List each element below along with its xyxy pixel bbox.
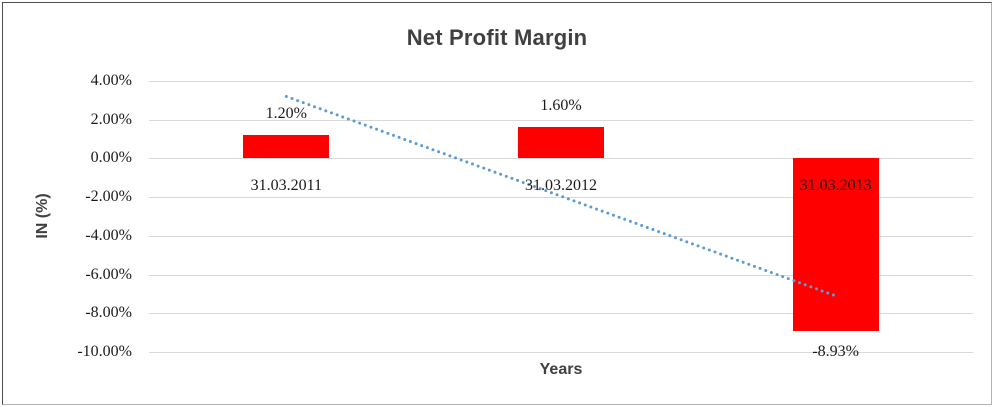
bar-0[interactable]	[243, 135, 330, 159]
y-tick-label: -4.00%	[85, 226, 132, 244]
x-category-label: 31.03.2012	[525, 177, 597, 195]
y-tick-label: -10.00%	[77, 343, 132, 360]
y-tick-label: 2.00%	[90, 110, 132, 128]
trendline[interactable]	[149, 81, 973, 352]
gridline	[149, 81, 973, 82]
data-label: 1.20%	[265, 105, 307, 123]
plot-area: 31.03.2011 1.20% 31.03.2012 1.60% 31.03.2013…	[149, 81, 973, 360]
bar-2[interactable]	[792, 158, 879, 332]
y-tick-label: 4.00%	[90, 72, 132, 89]
gridline	[149, 235, 973, 237]
y-tick-label: 0.00%	[90, 149, 132, 167]
x-axis-title: Years	[539, 361, 583, 378]
data-label: -8.93%	[812, 343, 859, 361]
x-category-label: 31.03.2013	[799, 177, 872, 195]
gridline	[149, 313, 973, 315]
chart-title: Net Profit Margin	[406, 25, 588, 50]
y-tick-label: -8.00%	[85, 304, 132, 322]
gridline	[149, 352, 973, 353]
x-category-label: 31.03.2011	[250, 177, 323, 195]
bar-1[interactable]	[518, 127, 604, 159]
gridline	[149, 119, 973, 121]
y-tick-label: -6.00%	[85, 265, 132, 283]
y-tick-label: -2.00%	[85, 188, 132, 206]
data-label: 1.60%	[540, 97, 582, 115]
gridline	[149, 158, 973, 160]
gridline	[149, 197, 973, 199]
gridline	[149, 274, 973, 276]
